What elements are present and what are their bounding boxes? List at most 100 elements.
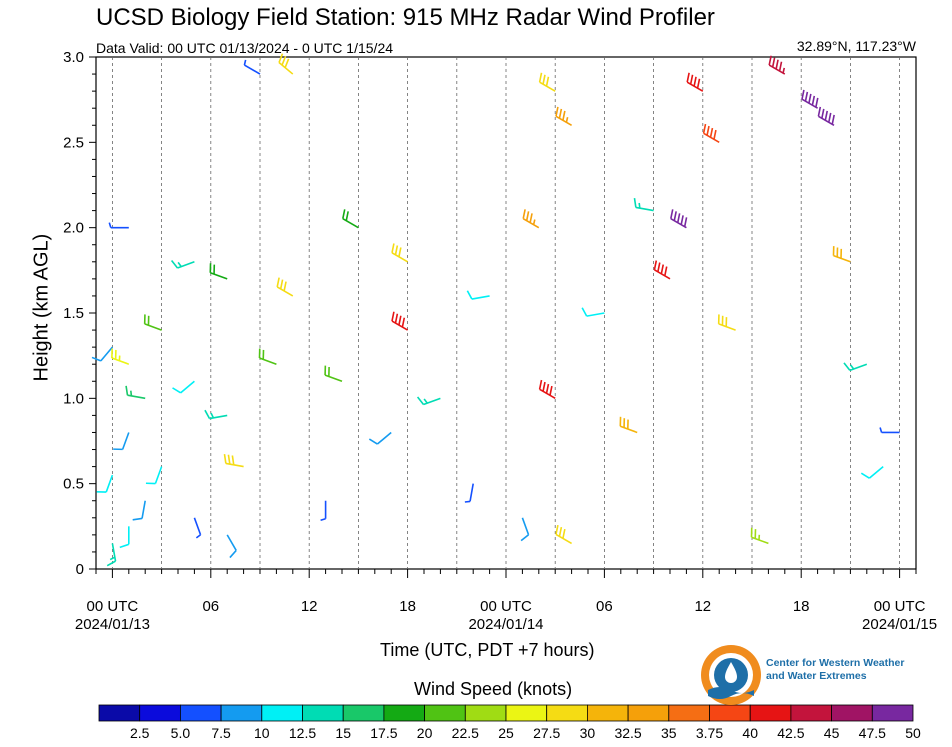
- wind-barb: [132, 500, 146, 521]
- colorbar-swatch: [302, 704, 344, 722]
- wind-barb: [538, 379, 556, 400]
- wind-barb: [520, 517, 530, 542]
- wind-barb: [670, 209, 688, 229]
- x-axis-label: Time (UTC, PDT +7 hours): [380, 640, 595, 660]
- wind-barb: [633, 197, 654, 212]
- plot-frame: [95, 56, 917, 570]
- y-tick-label: 2.5: [63, 134, 84, 151]
- wind-barb: [686, 72, 704, 92]
- wind-barb: [204, 409, 228, 420]
- wind-barb: [113, 432, 130, 451]
- y-tick-label: 0: [76, 561, 84, 578]
- colorbar-swatch: [668, 704, 710, 722]
- wind-barb: [768, 55, 786, 75]
- wind-barb: [226, 534, 237, 559]
- colorbar-label: 22.5: [452, 725, 479, 741]
- wind-barb: [522, 209, 540, 229]
- logo-text-line-2: and Water Extremes: [766, 670, 867, 682]
- wind-barb: [832, 246, 851, 263]
- wind-barb: [108, 222, 129, 229]
- y-tick-label: 2.0: [63, 220, 84, 237]
- colorbar-swatch: [220, 704, 263, 722]
- wind-barb: [619, 416, 638, 434]
- colorbar-swatch: [139, 704, 181, 722]
- wind-barb: [750, 527, 769, 545]
- colorbar-swatch: [546, 704, 588, 722]
- colorbar-label: 42.5: [777, 725, 804, 741]
- wind-barb: [717, 314, 736, 331]
- wind-barb: [276, 277, 294, 297]
- logo-text-line-1: Center for Western Weather: [766, 657, 905, 669]
- colorbar-swatch: [505, 704, 548, 722]
- colorbar-label: 47.5: [859, 725, 886, 741]
- colorbar-label: 12.5: [289, 725, 316, 741]
- colorbar-swatch: [709, 704, 751, 722]
- wind-barb: [91, 346, 114, 362]
- colorbar-label: 27.5: [533, 725, 560, 741]
- wind-barb: [258, 348, 277, 365]
- wind-barb: [111, 348, 130, 365]
- wind-barb: [416, 396, 441, 406]
- wind-barb: [860, 465, 884, 479]
- colorbar-swatch: [790, 704, 833, 722]
- wind-barb: [324, 365, 343, 383]
- colorbar-label: 20: [417, 725, 433, 741]
- y-tick-label: 0.5: [63, 476, 84, 493]
- x-tick-label: 00 UTC: [480, 598, 532, 615]
- x-tick-label: 06: [202, 598, 219, 615]
- colorbar-label: 30: [580, 725, 596, 741]
- colorbar-label: 5.0: [171, 725, 191, 741]
- y-tick-label: 3.0: [63, 49, 84, 66]
- colorbar-swatch: [383, 704, 425, 722]
- colorbar-label: 35: [661, 725, 677, 741]
- wind-barb: [368, 431, 392, 445]
- colorbar-swatch: [871, 704, 914, 722]
- wind-barb: [538, 72, 556, 92]
- wind-barb: [581, 307, 605, 317]
- logo-text: Center for Western Weather and Water Ext…: [766, 657, 904, 683]
- wind-barb: [702, 123, 720, 144]
- colorbar-label: 45: [824, 725, 840, 741]
- chart-subtitle: Data Valid: 00 UTC 01/13/2024 - 0 UTC 1/…: [96, 40, 394, 56]
- wind-barb: [817, 106, 835, 126]
- wind-barb: [125, 385, 146, 400]
- x-tick-sublabel: 2024/01/15: [862, 616, 937, 633]
- y-tick-label: 1.5: [63, 305, 84, 322]
- wind-barb: [879, 427, 900, 434]
- wind-barb: [801, 89, 819, 109]
- colorbar-swatch: [261, 704, 303, 722]
- wind-barb: [96, 474, 114, 493]
- x-tick-sublabel: 2024/01/13: [75, 616, 150, 633]
- colorbar-swatch: [464, 704, 507, 722]
- wind-barb: [119, 526, 130, 549]
- wind-barb: [466, 290, 490, 300]
- x-tick-label: 12: [694, 598, 711, 615]
- station-location: 32.89°N, 117.23°W: [796, 38, 916, 54]
- colorbar-swatch: [98, 704, 141, 722]
- wind-barb: [243, 59, 261, 75]
- wind-barb: [172, 380, 195, 394]
- wind-barb: [145, 466, 163, 485]
- cw3e-logo-icon: [701, 645, 761, 705]
- wind-barb: [464, 483, 474, 503]
- colorbar-label: 50: [905, 725, 921, 741]
- colorbar-label: 10: [254, 725, 270, 741]
- wind-barb: [170, 260, 195, 269]
- wind-barb: [278, 53, 294, 75]
- chart-title: UCSD Biology Field Station: 915 MHz Rada…: [96, 4, 715, 31]
- colorbar-swatch: [749, 704, 792, 722]
- wind-barb: [391, 243, 409, 263]
- y-tick-label: 1.0: [63, 390, 84, 407]
- colorbar-swatch: [424, 704, 466, 722]
- wind-barb: [106, 543, 117, 567]
- wind-barb: [391, 311, 409, 331]
- colorbar-label: 40: [742, 725, 758, 741]
- colorbar-title: Wind Speed (knots): [414, 679, 573, 699]
- colorbar-swatch: [342, 704, 385, 722]
- colorbar-swatch: [587, 704, 629, 722]
- colorbar-label: 32.5: [614, 725, 641, 741]
- colorbar-label: 17.5: [370, 725, 397, 741]
- colorbar-label: 2.5: [130, 725, 150, 741]
- x-tick-label: 06: [596, 598, 613, 615]
